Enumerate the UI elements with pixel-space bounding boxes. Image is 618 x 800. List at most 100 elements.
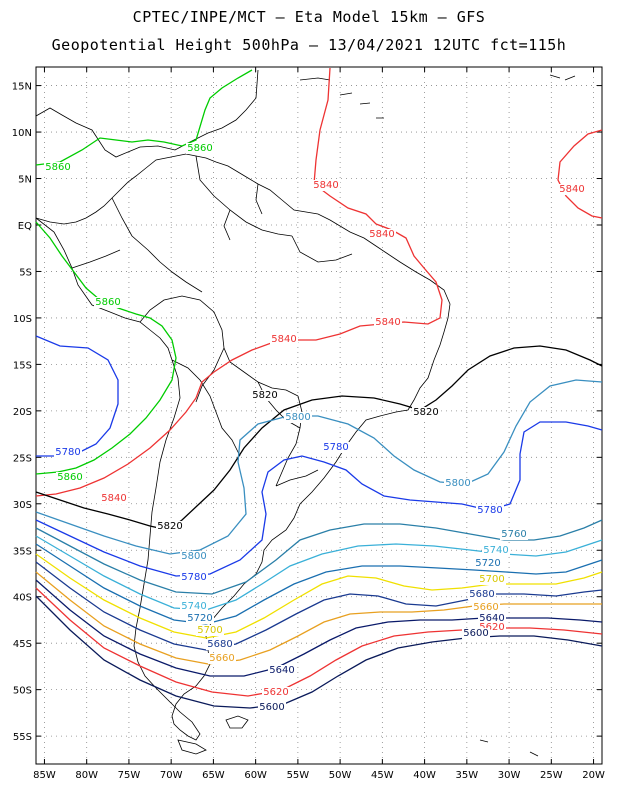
contour-label-5860: 5860 bbox=[95, 297, 120, 308]
contour-label-5780: 5780 bbox=[181, 572, 206, 583]
contour-5820 bbox=[35, 345, 603, 531]
contour-label-bg bbox=[468, 589, 496, 600]
contour-label-bg bbox=[478, 613, 506, 624]
contour-label-bg bbox=[251, 390, 279, 401]
contour-5720 bbox=[35, 543, 603, 625]
contour-label-bg bbox=[478, 622, 506, 633]
lat-tick-label: 35S bbox=[13, 546, 32, 557]
lon-tick-label: 25W bbox=[540, 770, 563, 781]
contour-label-bg bbox=[180, 551, 208, 562]
contour-label-5800: 5800 bbox=[285, 412, 310, 423]
lon-tick-label: 40W bbox=[413, 770, 436, 781]
contour-label-bg bbox=[270, 334, 298, 345]
contour-label-bg bbox=[94, 297, 122, 308]
contour-5640 bbox=[35, 579, 603, 677]
contour-label-bg bbox=[558, 184, 586, 195]
lat-tick-label: 15N bbox=[12, 82, 32, 93]
lat-tick-label: 10S bbox=[13, 314, 32, 325]
contour-label-bg bbox=[444, 478, 472, 489]
lat-tick-label: 45S bbox=[13, 639, 32, 650]
contour-label-bg bbox=[100, 493, 128, 504]
contour-5860-west bbox=[35, 221, 177, 475]
lon-tick-label: 85W bbox=[33, 770, 56, 781]
contour-label-5660: 5660 bbox=[473, 602, 498, 613]
lat-tick-label: 5N bbox=[18, 175, 32, 186]
contour-label-bg bbox=[262, 687, 290, 698]
map-title: CPTEC/INPE/MCT – Eta Model 15km – GFS bbox=[132, 8, 486, 26]
lon-tick-label: 60W bbox=[244, 770, 267, 781]
contour-label-5840: 5840 bbox=[101, 493, 126, 504]
contour-label-bg bbox=[472, 602, 500, 613]
contour-label-5740: 5740 bbox=[483, 545, 508, 556]
contour-label-bg bbox=[268, 665, 296, 676]
contour-label-5660: 5660 bbox=[209, 653, 234, 664]
contour-label-bg bbox=[44, 162, 72, 173]
contour-5860-north bbox=[35, 69, 253, 166]
contour-label-bg bbox=[180, 572, 208, 583]
contour-5600 bbox=[35, 595, 603, 709]
contour-label-5820: 5820 bbox=[157, 521, 182, 532]
contour-label-5760: 5760 bbox=[501, 529, 526, 540]
contour-label-5680: 5680 bbox=[469, 589, 494, 600]
contour-label-5820: 5820 bbox=[252, 390, 277, 401]
lat-tick-label: EQ bbox=[18, 221, 32, 232]
contour-label-bg bbox=[206, 639, 234, 650]
contour-label-5780: 5780 bbox=[477, 505, 502, 516]
contour-label-5780: 5780 bbox=[55, 447, 80, 458]
lat-tick-label: 15S bbox=[13, 360, 32, 371]
contour-label-bg bbox=[482, 545, 510, 556]
contour-label-bg bbox=[322, 442, 350, 453]
lon-tick-label: 55W bbox=[287, 770, 310, 781]
map-frame bbox=[35, 66, 603, 765]
axis-ticks: 15N 10N 5N EQ 5S 10S 15S 20S 25S 30S 35S 40S 45S 50S 5… bbox=[12, 67, 605, 781]
contour-label-5740: 5740 bbox=[181, 601, 206, 612]
contour-label-5840: 5840 bbox=[369, 229, 394, 240]
contour-5700 bbox=[35, 553, 603, 639]
contour-label-bg bbox=[312, 180, 340, 191]
contour-label-bg bbox=[208, 653, 236, 664]
lat-tick-label: 50S bbox=[13, 686, 32, 697]
lat-tick-label: 5S bbox=[19, 267, 32, 278]
south-america-coast bbox=[35, 153, 451, 741]
contour-label-5700: 5700 bbox=[479, 574, 504, 585]
contour-label-bg bbox=[474, 558, 502, 569]
contour-label-5640: 5640 bbox=[479, 613, 504, 624]
contour-label-5680: 5680 bbox=[207, 639, 232, 650]
contour-label-5860: 5860 bbox=[45, 162, 70, 173]
lon-tick-label: 50W bbox=[329, 770, 352, 781]
contour-label-5720: 5720 bbox=[187, 613, 212, 624]
contour-5760 bbox=[35, 519, 603, 595]
contour-label-bg bbox=[196, 625, 224, 636]
contour-label-5800: 5800 bbox=[445, 478, 470, 489]
lat-tick-label: 20S bbox=[13, 407, 32, 418]
contour-label-bg bbox=[56, 472, 84, 483]
contour-label-5800: 5800 bbox=[181, 551, 206, 562]
lon-tick-label: 45W bbox=[371, 770, 394, 781]
lat-tick-label: 25S bbox=[13, 453, 32, 464]
contour-label-bg bbox=[180, 601, 208, 612]
contour-label-bg bbox=[186, 613, 214, 624]
contour-label-bg bbox=[368, 229, 396, 240]
central-america-coast bbox=[35, 69, 259, 158]
contour-label-5860: 5860 bbox=[187, 143, 212, 154]
contour-label-5640: 5640 bbox=[269, 665, 294, 676]
map-subtitle: Geopotential Height 500hPa – 13/04/2021 … bbox=[51, 36, 567, 54]
lon-tick-label: 30W bbox=[498, 770, 521, 781]
lat-tick-label: 40S bbox=[13, 593, 32, 604]
contour-label-bg bbox=[374, 317, 402, 328]
lon-tick-label: 65W bbox=[202, 770, 225, 781]
contour-5680 bbox=[35, 561, 603, 651]
contour-5660 bbox=[35, 571, 602, 665]
contour-label-5780: 5780 bbox=[323, 442, 348, 453]
contour-label-5720: 5720 bbox=[475, 558, 500, 569]
contour-label-5860: 5860 bbox=[57, 472, 82, 483]
lon-tick-label: 75W bbox=[118, 770, 141, 781]
contour-labels: 5860 5860 5860 5860 5840 5840 5840 5840 5840 5840… bbox=[44, 143, 586, 713]
contour-5840-east bbox=[557, 129, 603, 219]
contour-label-bg bbox=[186, 143, 214, 154]
country-borders bbox=[71, 155, 353, 487]
contour-label-5600: 5600 bbox=[463, 628, 488, 639]
contour-label-bg bbox=[156, 521, 184, 532]
contour-label-5840: 5840 bbox=[271, 334, 296, 345]
